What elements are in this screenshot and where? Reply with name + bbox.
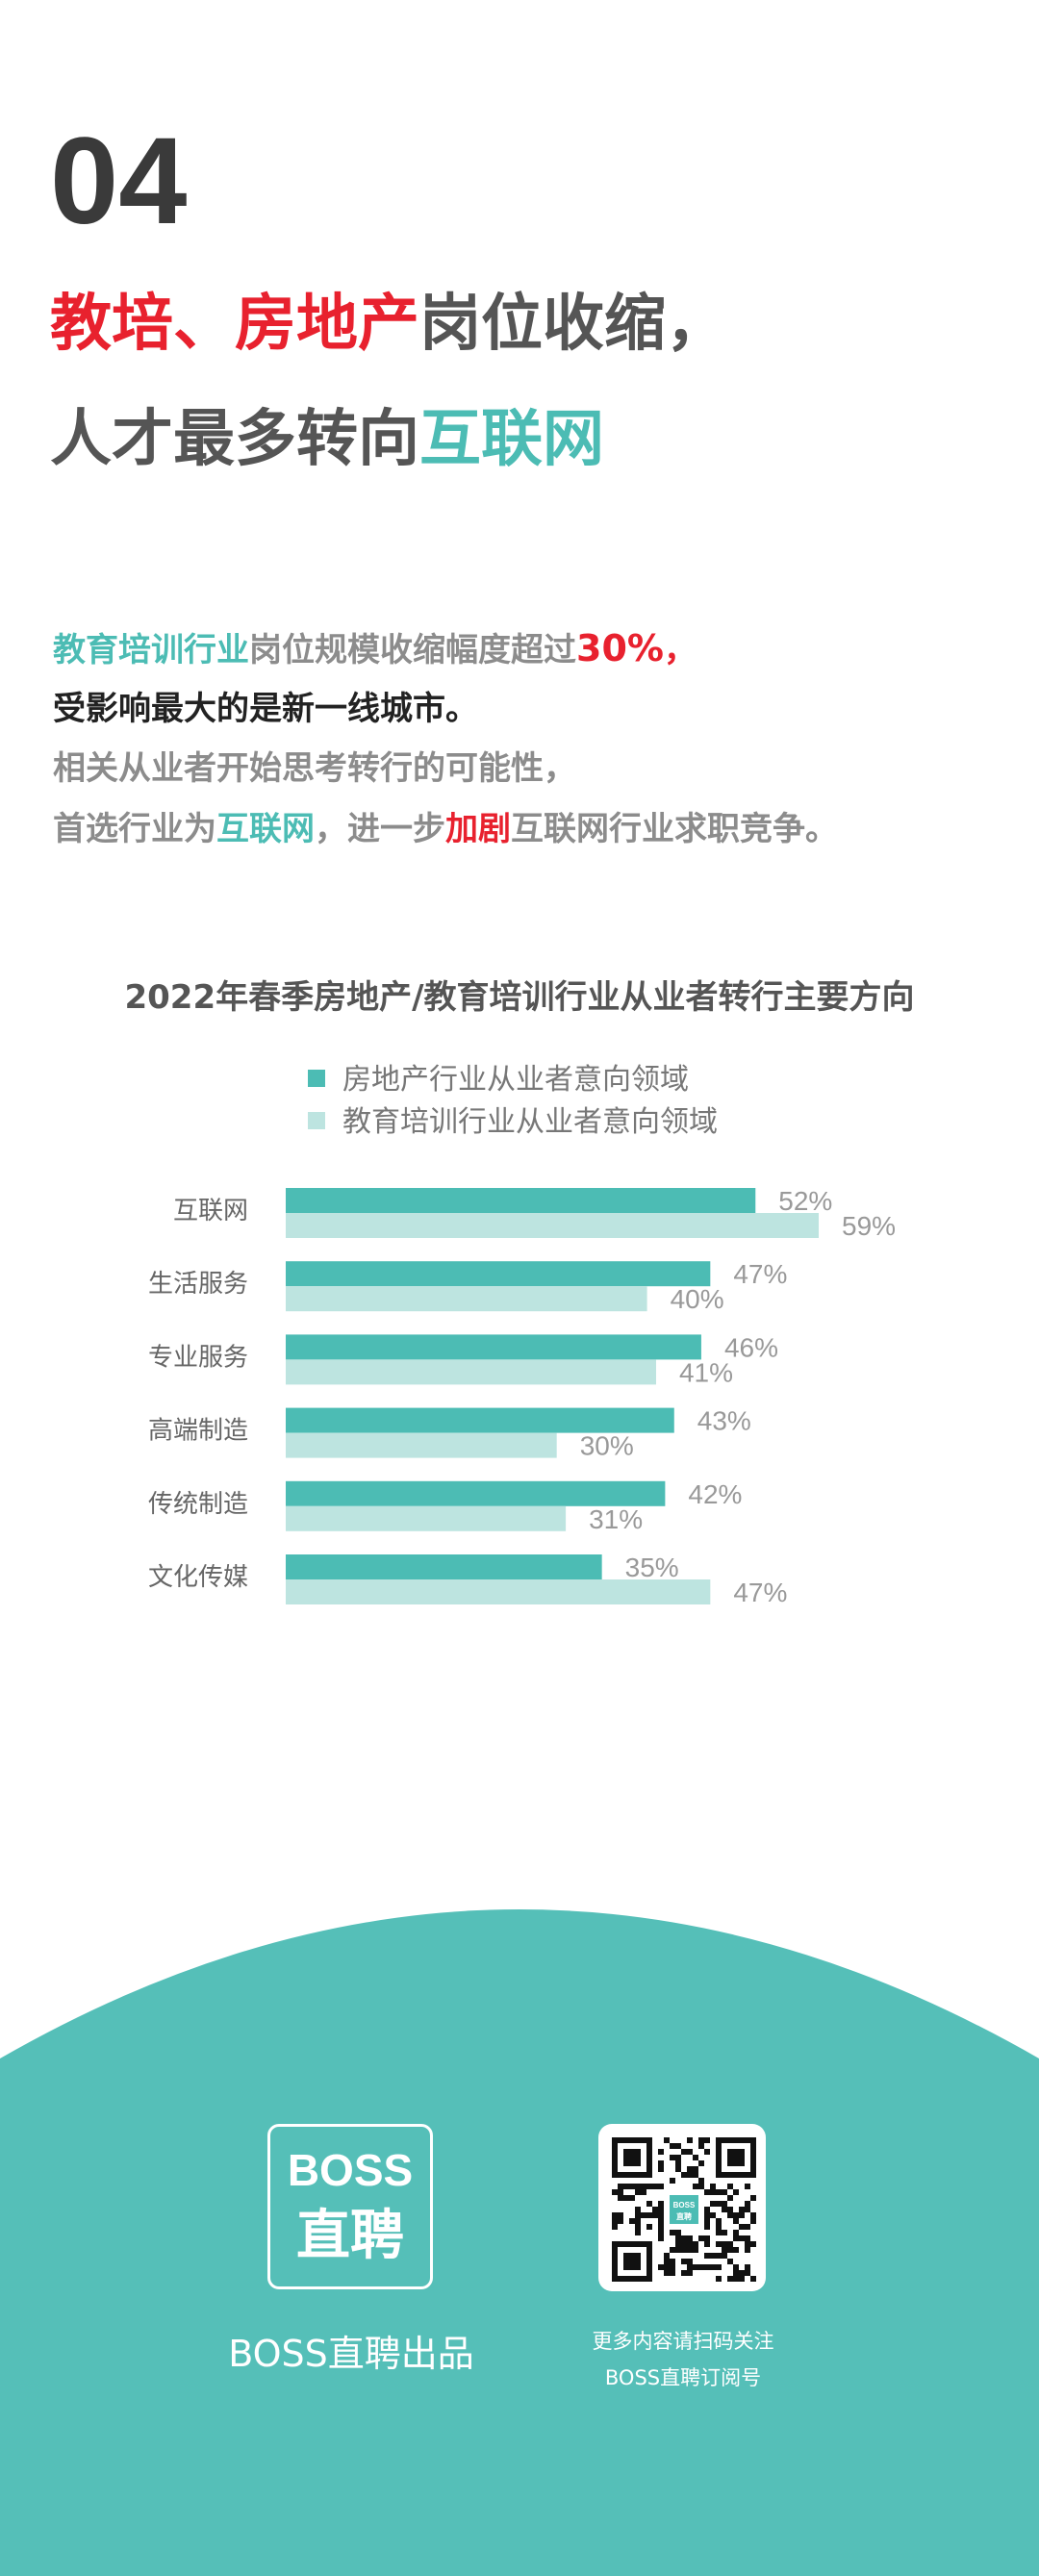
paragraph-text: 互联网行业求职竞争。 [511,810,838,848]
bar [286,1334,701,1360]
paragraph-text: 首选行业为 [53,810,216,848]
bar [286,1188,756,1213]
qr-code[interactable]: BOSS 直聘 [598,2124,766,2291]
bar [286,1407,674,1433]
paragraph-text: 岗位规模收缩幅度超过 [249,631,576,669]
bar [286,1286,647,1312]
bar [286,1505,567,1531]
legend-label: 房地产行业从业者意向领域 [342,1063,689,1097]
data-label: 42% [688,1479,742,1509]
category-label: 传统制造 [148,1490,248,1519]
data-label: 35% [625,1553,679,1582]
qr-caption-1: 更多内容请扫码关注 [592,2330,774,2353]
svg-text:直聘: 直聘 [676,2211,692,2221]
data-label: 41% [679,1357,733,1387]
bar [286,1579,711,1604]
legend-item-education: 教育培训行业从业者意向领域 [308,1108,718,1137]
legend-item-real-estate: 房地产行业从业者意向领域 [308,1066,689,1095]
paragraph-line-4: 首选行业为互联网，进一步加剧互联网行业求职竞争。 [53,813,838,846]
qr-caption-2: BOSS直聘订阅号 [604,2366,762,2389]
data-label: 59% [842,1211,896,1241]
category-label: 文化传媒 [148,1563,248,1592]
bar-chart: 互联网 52% 59% 生活服务 47% 40% 专业服务 46%41% 高端制造 43% 30% 传… [148,1186,896,1607]
bar [286,1554,602,1579]
bar [286,1359,656,1385]
data-label: 40% [671,1284,724,1314]
bar [286,1432,557,1458]
highlight-teal: 教育培训行业 [53,631,249,669]
data-label: 31% [589,1504,643,1534]
data-label: 43% [697,1406,751,1436]
brand-credit: BOSS直聘出品 [228,2333,474,2375]
qr-code-icon: BOSS直聘 [612,2137,756,2282]
data-label: 46% [724,1332,778,1362]
bar [286,1480,666,1506]
logo-text-boss: BOSS [287,2145,414,2195]
svg-text:BOSS: BOSS [673,2201,696,2210]
headline-teal-text: 互联网 [419,404,604,475]
footer-background [0,1909,1039,2576]
paragraph-line-1: 教育培训行业岗位规模收缩幅度超过30%， [53,630,697,667]
bar [286,1213,820,1238]
legend-swatch [308,1069,325,1087]
paragraph-line-2: 受影响最大的是新一线城市。 [53,690,478,728]
legend-swatch [308,1111,325,1129]
category-label: 生活服务 [148,1270,248,1299]
category-label: 互联网 [173,1197,248,1225]
section-number: 04 [50,113,188,250]
boss-logo: BOSS 直聘 [267,2124,433,2289]
category-label: 专业服务 [148,1343,248,1372]
headline-line-2: 人才最多转向互联网 [50,409,604,470]
headline-gray-text: 岗位收缩， [419,289,727,360]
highlight-red: 30% [576,627,664,669]
headline-red-text: 教培、房地产 [50,289,419,360]
paragraph-punct: ， [663,631,697,669]
data-label: 47% [733,1578,787,1607]
paragraph-text: ，进一步 [315,810,445,848]
logo-text-zhipin: 直聘 [296,2205,404,2267]
chart-title: 2022年春季房地产/教育培训行业从业者转行主要方向 [124,978,915,1017]
bar [286,1261,711,1287]
data-label: 47% [733,1259,787,1289]
paragraph-line-3: 相关从业者开始思考转行的可能性， [53,749,576,788]
highlight-teal: 互联网 [216,810,315,848]
highlight-red: 加剧 [445,810,511,848]
category-label: 高端制造 [148,1417,248,1446]
data-label: 52% [778,1186,832,1216]
legend-label: 教育培训行业从业者意向领域 [342,1105,718,1139]
data-label: 30% [580,1431,634,1461]
headline-gray-text: 人才最多转向 [50,404,419,475]
headline-line-1: 教培、房地产岗位收缩， [50,293,727,355]
